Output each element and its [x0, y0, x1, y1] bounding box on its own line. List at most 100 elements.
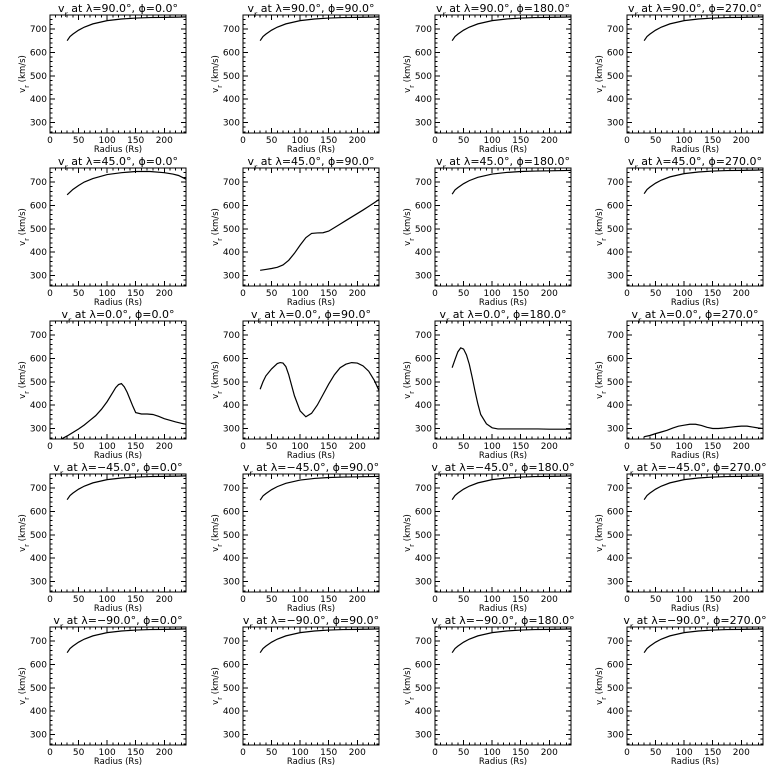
y-axis-label: vr (km/s) [595, 208, 608, 246]
x-tick-label: 50 [266, 748, 278, 758]
y-tick-label: 400 [607, 248, 624, 258]
x-tick-label: 150 [320, 289, 337, 299]
x-tick-label: 100 [484, 442, 501, 452]
x-tick-label: 200 [733, 748, 750, 758]
x-tick-label: 0 [240, 289, 246, 299]
y-tick-label: 500 [415, 531, 432, 541]
y-tick-label: 500 [415, 378, 432, 388]
x-tick-label: 200 [733, 595, 750, 605]
x-tick-label: 200 [349, 595, 366, 605]
x-tick-label: 150 [320, 442, 337, 452]
y-tick-label: 400 [30, 401, 47, 411]
title-rest: at λ=−45.0°, ϕ=180.0° [441, 461, 574, 474]
chart-panel: vr at λ=−90.0°, ϕ=270.0° 0 50 100 150 200 300 4… [595, 614, 767, 767]
y-tick-label: 600 [415, 354, 432, 364]
y-tick-label: 700 [30, 331, 47, 341]
y-tick-label: 600 [223, 354, 240, 364]
y-tick-label: 300 [415, 730, 432, 740]
y-tick-label: 700 [223, 484, 240, 494]
y-axis-label: vr (km/s) [18, 55, 31, 93]
chart-panel: vr at λ=0.0°, ϕ=270.0° 0 50 100 150 200 300 400… [595, 308, 764, 461]
y-tick-label: 600 [415, 660, 432, 670]
ylabel-rest: (km/s) [403, 667, 413, 697]
x-tick-label: 0 [624, 748, 630, 758]
x-tick-label: 0 [624, 289, 630, 299]
ylabel-rest: (km/s) [403, 208, 413, 238]
y-tick-label: 400 [415, 401, 432, 411]
title-subscript: r [446, 316, 450, 325]
y-tick-label: 500 [223, 378, 240, 388]
x-tick-label: 200 [156, 289, 173, 299]
chart-panel: vr at λ=90.0°, ϕ=180.0° 0 50 100 150 200 300 40… [403, 2, 572, 155]
x-tick-label: 0 [432, 595, 438, 605]
y-tick-label: 300 [607, 424, 624, 434]
y-tick-label: 400 [607, 401, 624, 411]
ylabel-subscript: r [408, 391, 416, 394]
x-tick-label: 150 [704, 136, 721, 146]
ylabel-rest: (km/s) [211, 208, 221, 238]
panel-title: vr at λ=−45.0°, ϕ=0.0° [53, 461, 182, 478]
x-tick-label: 100 [99, 595, 116, 605]
ylabel-subscript: r [216, 544, 224, 547]
panel-title: vr at λ=−45.0°, ϕ=180.0° [431, 461, 574, 478]
y-tick-label: 500 [415, 684, 432, 694]
y-tick-label: 700 [223, 331, 240, 341]
chart-panel: vr at λ=0.0°, ϕ=180.0° 0 50 100 150 200 300 400… [403, 308, 572, 461]
x-tick-label: 100 [484, 595, 501, 605]
y-tick-label: 600 [223, 507, 240, 517]
ylabel-rest: (km/s) [595, 361, 605, 391]
y-tick-label: 700 [30, 25, 47, 35]
y-tick-label: 500 [223, 225, 240, 235]
y-tick-label: 600 [30, 48, 47, 58]
x-tick-label: 50 [266, 442, 278, 452]
title-subscript: r [64, 10, 68, 19]
y-tick-label: 500 [415, 225, 432, 235]
x-tick-label: 150 [320, 748, 337, 758]
x-tick-label: 100 [676, 748, 693, 758]
ylabel-subscript: r [408, 238, 416, 241]
x-tick-label: 150 [704, 442, 721, 452]
ylabel-subscript: r [216, 238, 224, 241]
y-axis-label: vr (km/s) [403, 208, 416, 246]
panel-title: vr at λ=90.0°, ϕ=90.0° [247, 2, 374, 19]
y-tick-label: 500 [223, 684, 240, 694]
y-axis-label: vr (km/s) [403, 667, 416, 705]
ylabel-rest: (km/s) [211, 667, 221, 697]
y-tick-label: 700 [223, 637, 240, 647]
x-tick-label: 150 [320, 595, 337, 605]
y-tick-label: 400 [415, 248, 432, 258]
y-tick-label: 600 [223, 660, 240, 670]
y-axis-label: vr (km/s) [595, 667, 608, 705]
y-tick-label: 500 [607, 225, 624, 235]
ylabel-subscript: r [408, 85, 416, 88]
y-tick-label: 700 [415, 637, 432, 647]
chart-panel: vr at λ=−45.0°, ϕ=90.0° 0 50 100 150 200 300 40… [211, 461, 380, 614]
y-axis-label: vr (km/s) [403, 514, 416, 552]
series-line [643, 169, 763, 195]
x-tick-label: 50 [650, 289, 662, 299]
y-axis-label: vr (km/s) [403, 361, 416, 399]
y-tick-label: 500 [30, 684, 47, 694]
x-tick-label: 150 [127, 289, 144, 299]
y-axis-label: vr (km/s) [18, 667, 31, 705]
y-tick-label: 300 [415, 118, 432, 128]
x-tick-label: 150 [704, 748, 721, 758]
y-tick-label: 500 [30, 378, 47, 388]
ylabel-rest: (km/s) [211, 361, 221, 391]
chart-panel: vr at λ=−90.0°, ϕ=90.0° 0 50 100 150 200 300 40… [211, 614, 380, 767]
x-tick-label: 150 [512, 442, 529, 452]
plot-frame [49, 167, 187, 287]
x-axis-label: Radius (Rs) [94, 145, 142, 155]
ylabel-subscript: r [216, 85, 224, 88]
y-tick-label: 600 [607, 48, 624, 58]
x-tick-label: 0 [432, 136, 438, 146]
series-line [451, 169, 571, 195]
x-tick-label: 100 [99, 136, 116, 146]
y-tick-label: 300 [223, 424, 240, 434]
y-tick-label: 700 [607, 484, 624, 494]
ylabel-subscript: r [23, 85, 31, 88]
x-tick-label: 100 [484, 136, 501, 146]
x-tick-label: 200 [541, 595, 558, 605]
title-rest: at λ=45.0°, ϕ=0.0° [68, 155, 178, 168]
x-tick-label: 200 [541, 136, 558, 146]
